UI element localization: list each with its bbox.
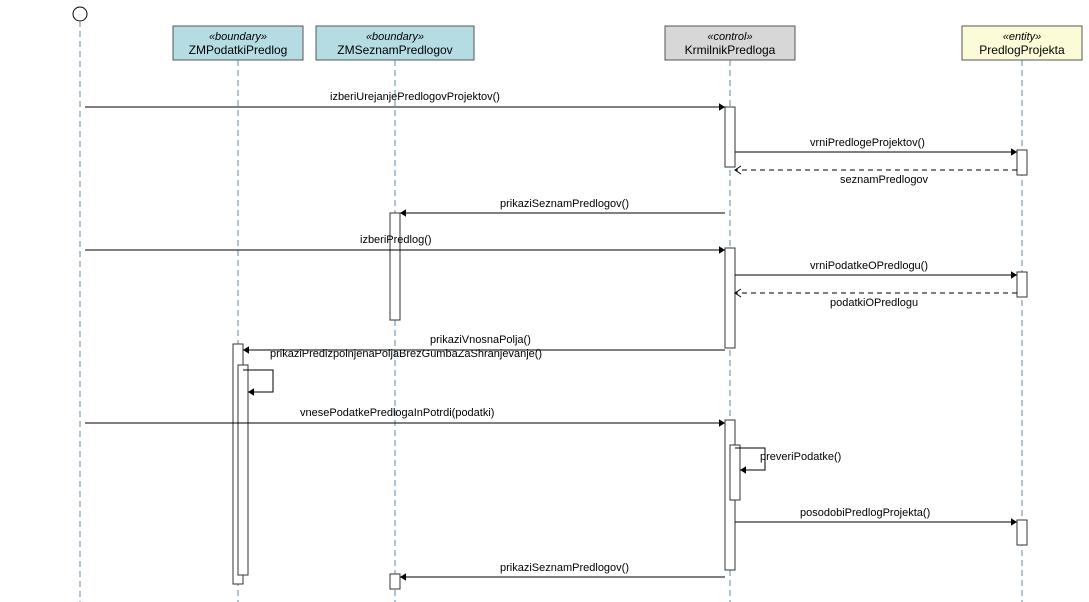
lifeline-label-pred: PredlogProjekta	[979, 43, 1065, 57]
message-label: vnesePodatkePredlogaInPotrdi(podatki)	[300, 407, 494, 419]
lifeline-label-krm: KrmilnikPredloga	[685, 43, 776, 57]
message-label: prikaziPredizpolnjenaPoljaBrezGumbaZaShr…	[270, 348, 542, 360]
message-label: prikaziVnosnaPolja()	[430, 334, 531, 346]
arrowhead	[719, 419, 725, 427]
lifeline-label-zmsez: ZMSeznamPredlogov	[337, 43, 452, 57]
lifeline-stereotype-krm: «control»	[707, 31, 752, 43]
message-label: seznamPredlogov	[840, 174, 929, 186]
activation-zmsez	[390, 213, 400, 320]
arrowhead	[400, 573, 406, 581]
activation-zmsez	[390, 574, 400, 589]
arrowhead	[1011, 271, 1017, 279]
lifeline-stereotype-pred: «entity»	[1003, 31, 1042, 43]
arrowhead	[400, 209, 406, 217]
lifeline-label-zmpod: ZMPodatkiPredlog	[189, 43, 288, 57]
activation-krm	[730, 445, 740, 500]
message-label: posodobiPredlogProjekta()	[800, 507, 930, 519]
arrowhead	[248, 388, 254, 396]
message-label: izberiUrejanjePredlogovProjektov()	[330, 91, 500, 103]
message-label: prikaziSeznamPredlogov()	[500, 562, 629, 574]
arrowhead	[243, 346, 249, 354]
message-label: izberiPredlog()	[360, 234, 432, 246]
message-label: prikaziSeznamPredlogov()	[500, 198, 629, 210]
actor-icon	[73, 7, 87, 21]
activation-pred	[1017, 150, 1027, 175]
message-label: vrniPredlogeProjektov()	[810, 137, 925, 149]
lifeline-stereotype-zmsez: «boundary»	[366, 31, 424, 43]
activation-krm	[725, 107, 735, 167]
message-label: vrniPodatkeOPredlogu()	[810, 260, 928, 272]
activation-pred	[1017, 520, 1027, 545]
arrowhead	[719, 103, 725, 111]
arrowhead	[1011, 518, 1017, 526]
activation-pred	[1017, 272, 1027, 297]
arrowhead	[719, 246, 725, 254]
arrowhead	[1011, 148, 1017, 156]
message-label: preveriPodatke()	[760, 451, 841, 463]
activation-zmpod	[238, 365, 248, 575]
arrowhead	[740, 466, 746, 474]
lifeline-stereotype-zmpod: «boundary»	[209, 31, 267, 43]
message-label: podatkiOPredlogu	[830, 297, 918, 309]
activation-krm	[725, 248, 735, 348]
